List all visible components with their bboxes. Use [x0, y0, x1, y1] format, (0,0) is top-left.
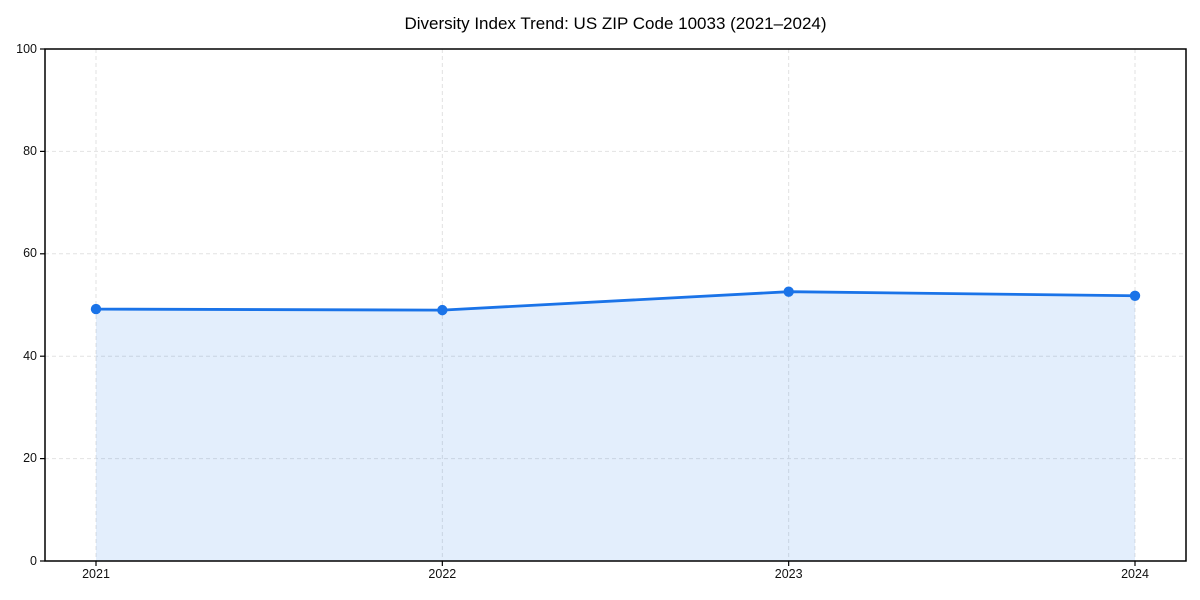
line-area-chart — [40, 48, 1187, 566]
area-fill — [96, 291, 1135, 561]
y-tick-label: 40 — [23, 348, 37, 363]
x-tick-label: 2024 — [1121, 567, 1149, 581]
x-tick-label: 2022 — [428, 567, 457, 581]
trend-line — [94, 290, 1137, 312]
data-point-marker — [783, 286, 794, 297]
y-tick-label: 0 — [30, 553, 37, 568]
plot-border — [44, 48, 1187, 562]
y-tick-label: 100 — [16, 41, 37, 56]
data-point-marker — [90, 303, 102, 315]
x-tick-label: 2023 — [774, 567, 803, 581]
y-tick-label: 80 — [23, 143, 37, 158]
y-tick-label: 20 — [23, 451, 37, 466]
y-tick-label: 60 — [23, 246, 37, 261]
data-point-marker — [1129, 290, 1141, 301]
x-tick-label: 2021 — [82, 567, 110, 581]
chart-title: Diversity Index Trend: US ZIP Code 10033… — [404, 14, 827, 33]
plot-area — [40, 48, 1187, 566]
data-point-marker — [437, 304, 448, 316]
